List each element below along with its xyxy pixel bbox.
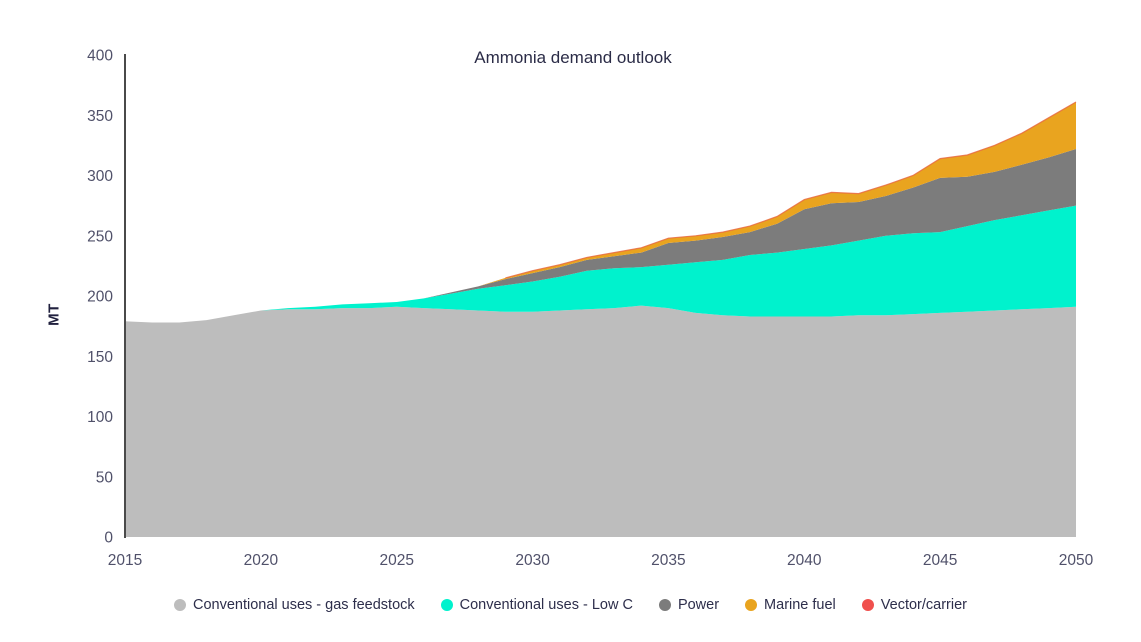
legend-item-low-c[interactable]: Conventional uses - Low C bbox=[440, 597, 633, 613]
y-tick-label: 50 bbox=[96, 469, 114, 486]
legend-dot-gas-feedstock bbox=[173, 599, 186, 611]
x-tick-label: 2015 bbox=[108, 552, 142, 569]
legend-item-vector-carrier[interactable]: Vector/carrier bbox=[861, 597, 968, 613]
chart-legend: Conventional uses - gas feedstock Conven… bbox=[0, 597, 1141, 613]
legend-item-gas-feedstock[interactable]: Conventional uses - gas feedstock bbox=[173, 597, 415, 613]
legend-dot-power bbox=[658, 599, 671, 611]
y-tick-label: 300 bbox=[87, 168, 113, 185]
legend-item-power[interactable]: Power bbox=[658, 597, 720, 613]
legend-label-marine-fuel: Marine fuel bbox=[764, 597, 836, 613]
area-series-power bbox=[125, 149, 1076, 323]
legend-label-gas-feedstock: Conventional uses - gas feedstock bbox=[192, 597, 415, 613]
legend-item-marine-fuel[interactable]: Marine fuel bbox=[745, 597, 836, 613]
y-tick-label: 200 bbox=[87, 289, 113, 306]
legend-label-power: Power bbox=[677, 597, 720, 613]
y-tick-label: 100 bbox=[87, 409, 113, 426]
legend-label-vector-carrier: Vector/carrier bbox=[880, 597, 968, 613]
x-tick-label: 2040 bbox=[787, 552, 822, 569]
y-tick-label: 250 bbox=[87, 228, 113, 245]
stack-top-edge bbox=[505, 101, 1077, 279]
y-tick-label: 350 bbox=[87, 108, 113, 125]
x-tick-label: 2030 bbox=[515, 552, 550, 569]
legend-label-low-c: Conventional uses - Low C bbox=[459, 597, 633, 613]
area-series-conventional-uses-low-c bbox=[125, 205, 1076, 323]
legend-dot-low-c bbox=[440, 599, 453, 611]
chart-title: Ammonia demand outlook bbox=[474, 48, 672, 67]
y-tick-label: 0 bbox=[104, 530, 113, 547]
x-tick-label: 2020 bbox=[244, 552, 279, 569]
legend-dot-marine-fuel bbox=[745, 599, 758, 611]
legend-dot-vector-carrier bbox=[861, 599, 874, 611]
x-tick-label: 2050 bbox=[1059, 552, 1094, 569]
y-axis-title: MT bbox=[45, 303, 63, 326]
y-tick-label: 150 bbox=[87, 349, 113, 366]
area-series-conventional-uses-gas-feedstock bbox=[125, 305, 1076, 537]
x-tick-label: 2025 bbox=[379, 552, 413, 569]
x-tick-label: 2045 bbox=[923, 552, 957, 569]
x-tick-label: 2035 bbox=[651, 552, 685, 569]
y-tick-label: 400 bbox=[87, 48, 113, 65]
